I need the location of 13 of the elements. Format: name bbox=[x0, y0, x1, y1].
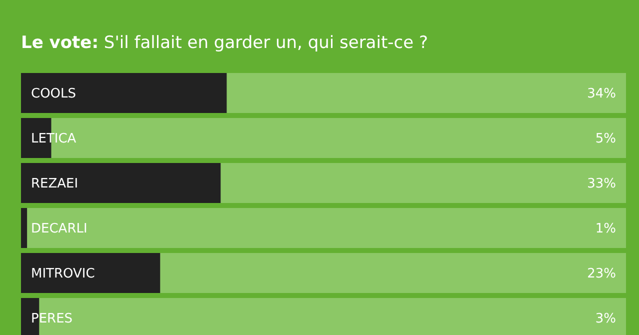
y-tick-label: MITROVIC bbox=[31, 266, 95, 282]
data-label: 5% bbox=[595, 132, 616, 147]
bar bbox=[21, 253, 160, 293]
data-label: 1% bbox=[595, 222, 616, 237]
data-label: 34% bbox=[587, 86, 616, 102]
data-label: 33% bbox=[587, 176, 616, 192]
data-label: 3% bbox=[595, 312, 616, 327]
y-tick-label: COOLS bbox=[31, 86, 76, 102]
y-tick-label: REZAEI bbox=[31, 176, 78, 192]
chart-title: Le vote: S'il fallait en garder un, qui serait-ce ? bbox=[21, 33, 428, 53]
bar bbox=[21, 208, 28, 248]
data-label: 23% bbox=[587, 266, 616, 282]
y-tick-label: DECARLI bbox=[31, 222, 88, 237]
